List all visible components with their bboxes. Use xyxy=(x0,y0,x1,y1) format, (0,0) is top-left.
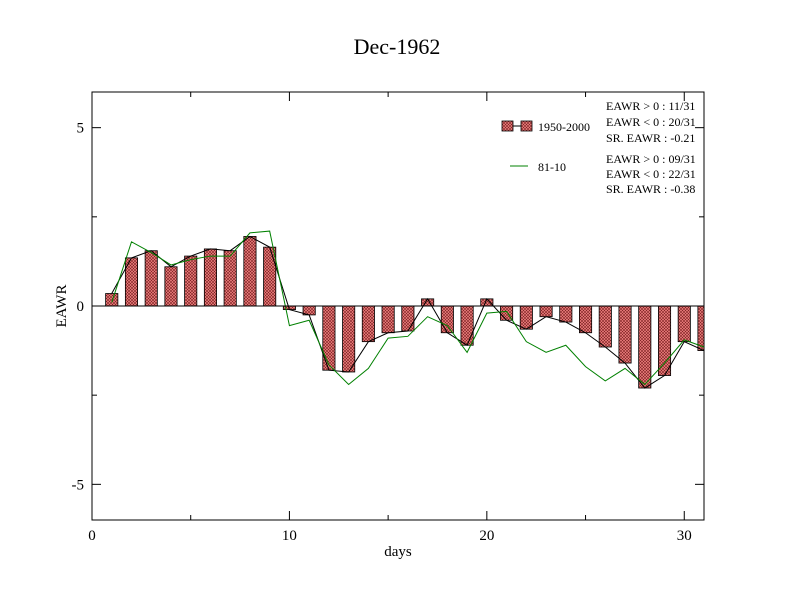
bar-day-30 xyxy=(677,305,691,343)
bar-day-23 xyxy=(539,305,553,318)
bar-day-19 xyxy=(460,305,474,346)
y-axis-label: EAWR xyxy=(54,285,70,328)
stat-8110-neg: EAWR < 0 : 22/31 xyxy=(606,167,696,181)
y-tick-label: 5 xyxy=(77,121,85,137)
stat-8110-sr: SR. EAWR : -0.38 xyxy=(606,182,695,196)
legend: 1950-2000 EAWR > 0 : 11/31 EAWR < 0 : 20… xyxy=(501,99,696,196)
lines-layer xyxy=(92,230,705,389)
bar-day-31 xyxy=(697,305,705,351)
bar-day-4 xyxy=(164,266,178,307)
x-tick-label: 10 xyxy=(282,528,297,544)
bar-day-12 xyxy=(322,305,336,371)
bar-day-14 xyxy=(361,305,375,343)
bars-layer xyxy=(105,236,705,389)
bar-day-26 xyxy=(598,305,612,348)
bar-day-9 xyxy=(263,246,277,307)
chart-title: Dec-1962 xyxy=(354,34,441,59)
bar-day-29 xyxy=(657,305,672,376)
y-tick-label: 0 xyxy=(77,299,85,315)
stat-1950-pos: EAWR > 0 : 11/31 xyxy=(606,99,695,113)
bar-day-13 xyxy=(342,305,356,373)
legend-swatch-bar-1 xyxy=(501,120,514,132)
bar-day-1 xyxy=(105,293,119,307)
legend-label-1950-2000: 1950-2000 xyxy=(538,120,590,134)
bar-day-28 xyxy=(638,305,652,389)
bar-day-25 xyxy=(579,305,593,334)
bar-day-27 xyxy=(618,305,632,364)
x-tick-label: 0 xyxy=(88,528,96,544)
x-tick-label: 30 xyxy=(677,528,692,544)
legend-label-81-10: 81-10 xyxy=(538,160,566,174)
bar-day-3 xyxy=(144,250,158,307)
bar-day-6 xyxy=(203,248,217,307)
stat-8110-pos: EAWR > 0 : 09/31 xyxy=(606,152,696,166)
bar-day-8 xyxy=(243,236,257,307)
bar-day-16 xyxy=(401,305,415,332)
series-line-81-10 xyxy=(111,230,705,386)
bar-day-5 xyxy=(184,255,198,307)
stat-1950-sr: SR. EAWR : -0.21 xyxy=(606,131,695,145)
bar-day-18 xyxy=(440,305,454,334)
legend-swatch-bar-1b xyxy=(520,120,533,132)
bar-day-15 xyxy=(381,305,395,334)
x-tick-label: 20 xyxy=(479,528,494,544)
ticks-layer: 0 10 20 30 5 0 -5 xyxy=(72,92,704,544)
stat-1950-neg: EAWR < 0 : 20/31 xyxy=(606,115,696,129)
y-tick-label: -5 xyxy=(72,477,85,493)
bar-tops-line xyxy=(111,235,705,389)
bar-day-24 xyxy=(559,305,573,323)
bar-day-22 xyxy=(519,305,533,330)
bar-day-7 xyxy=(223,250,237,307)
x-axis-label: days xyxy=(384,544,412,560)
